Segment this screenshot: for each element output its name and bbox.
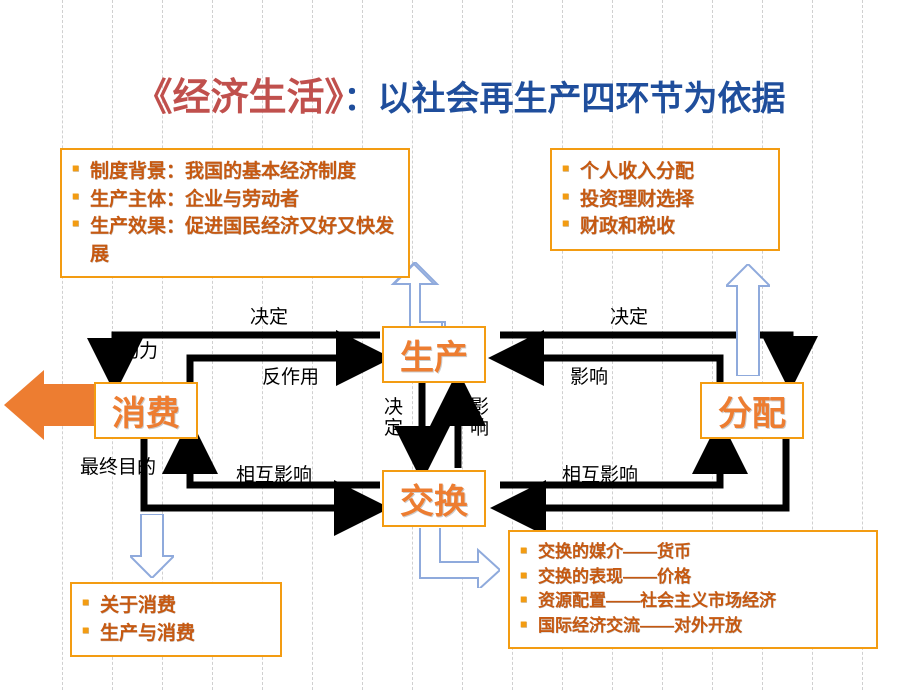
node-distribution: 分配 bbox=[700, 382, 804, 439]
label-decide: 决定 bbox=[250, 302, 288, 329]
list-item: 交换的表现——价格 bbox=[520, 565, 866, 590]
label-mutual: 相互影响 bbox=[236, 460, 312, 487]
list-item: 国际经济交流——对外开放 bbox=[520, 614, 866, 639]
list-item: 生产主体：企业与劳动者 bbox=[72, 186, 398, 214]
label-decide: 决定 bbox=[610, 302, 648, 329]
box-consumption-topics: 关于消费 生产与消费 bbox=[70, 582, 282, 657]
label-influence: 影响 bbox=[470, 398, 492, 440]
node-production: 生产 bbox=[382, 326, 486, 383]
title-part2: 以社会再生产四环节为依据 bbox=[378, 80, 786, 118]
page-title: 《经济生活》：以社会再生产四环节为依据 bbox=[0, 66, 920, 121]
title-sep: ： bbox=[344, 80, 378, 118]
list-item: 生产效果：促进国民经济又好又快发展 bbox=[72, 213, 398, 268]
big-orange-arrow bbox=[4, 370, 94, 440]
link-arrow-exchange-box bbox=[400, 528, 500, 588]
label-finalgoal: 最终目的 bbox=[80, 452, 156, 479]
list-item: 资源配置——社会主义市场经济 bbox=[520, 589, 866, 614]
list-item: 财政和税收 bbox=[562, 213, 768, 241]
list-item: 投资理财选择 bbox=[562, 186, 768, 214]
link-arrow-consumption-box bbox=[130, 514, 174, 578]
box-production-context: 制度背景：我国的基本经济制度 生产主体：企业与劳动者 生产效果：促进国民经济又好… bbox=[60, 148, 410, 278]
node-consumption: 消费 bbox=[94, 382, 198, 439]
label-influence: 影响 bbox=[570, 362, 608, 389]
node-exchange: 交换 bbox=[382, 470, 486, 527]
list-item: 生产与消费 bbox=[82, 620, 270, 648]
label-reaction: 反作用 bbox=[262, 362, 319, 389]
label-motive: 动力 bbox=[120, 336, 158, 363]
link-arrow-distribution-box bbox=[726, 264, 770, 376]
title-part1: 《经济生活》 bbox=[134, 77, 343, 119]
label-decide: 决定 bbox=[384, 398, 406, 440]
label-mutual: 相互影响 bbox=[562, 460, 638, 487]
list-item: 制度背景：我国的基本经济制度 bbox=[72, 158, 398, 186]
box-exchange-topics: 交换的媒介——货币 交换的表现——价格 资源配置——社会主义市场经济 国际经济交… bbox=[508, 530, 878, 649]
box-distribution-topics: 个人收入分配 投资理财选择 财政和税收 bbox=[550, 148, 780, 251]
list-item: 交换的媒介——货币 bbox=[520, 540, 866, 565]
list-item: 个人收入分配 bbox=[562, 158, 768, 186]
list-item: 关于消费 bbox=[82, 592, 270, 620]
